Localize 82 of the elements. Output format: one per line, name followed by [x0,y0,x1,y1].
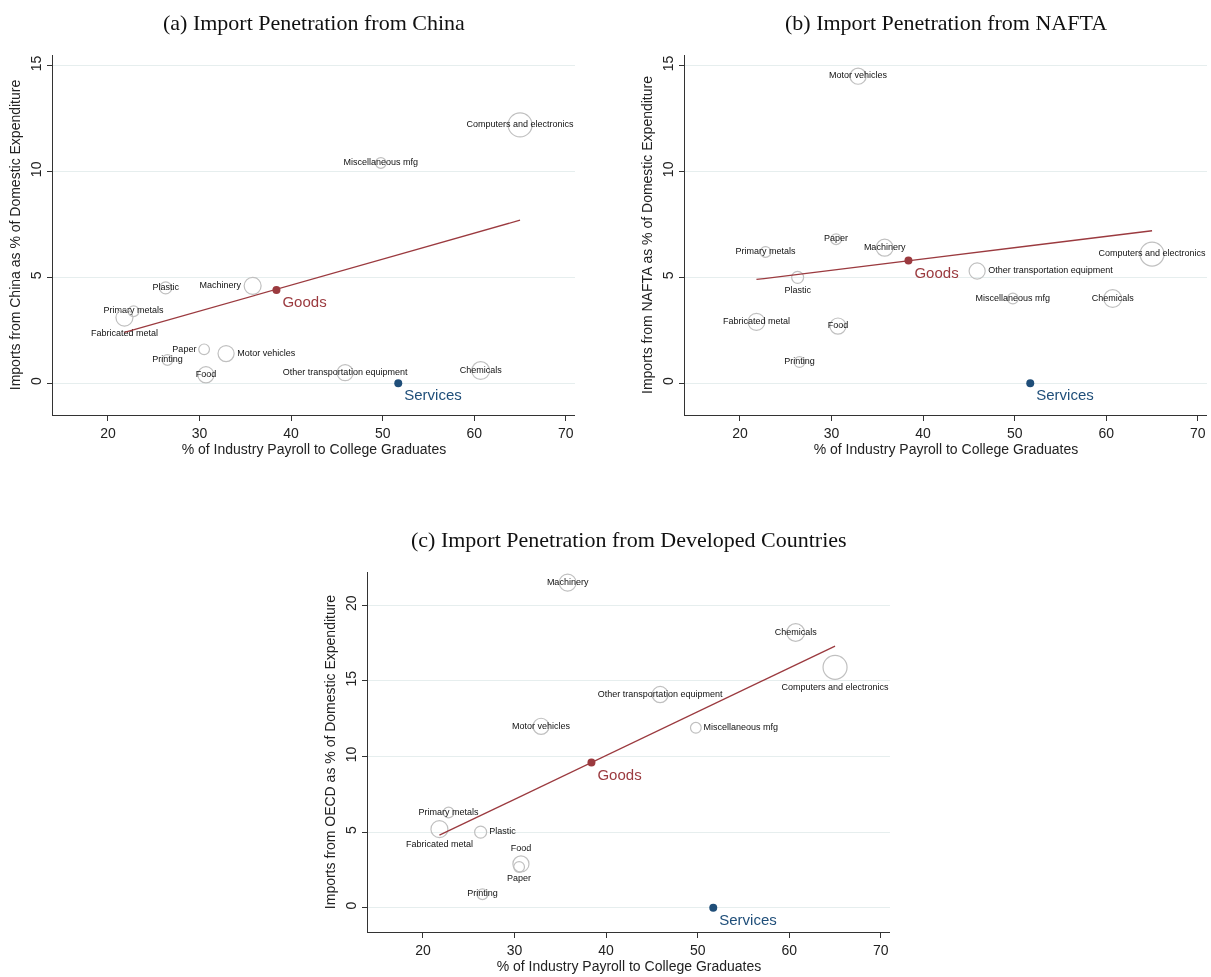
y-tick-label: 20 [343,595,360,611]
y-tick-label: 5 [28,271,45,280]
x-axis-title: % of Industry Payroll to College Graduates [813,440,1079,457]
x-tick-label: 20 [415,941,431,958]
series-label: Services [719,911,777,929]
series-label: Machinery [546,576,589,587]
y-tick-label: 10 [28,161,45,178]
series-label: Printing [152,354,183,365]
series-label: Services [1036,386,1094,404]
x-tick-label: 20 [732,424,748,441]
x-tick-label: 50 [689,941,706,958]
series-label: Plastic [784,284,812,295]
series-label: Food [195,369,217,380]
series-label: Other transportation equipment [282,366,408,377]
y-tick-label: 15 [660,55,677,72]
series-label: Printing [467,888,498,899]
x-tick-label: 70 [1190,424,1206,441]
y-tick-label: 15 [28,55,45,72]
x-axis-title: % of Industry Payroll to College Graduates [181,440,447,457]
series-label: Other transportation equipment [597,688,723,699]
series-label: Services [404,386,462,404]
series-label: Miscellaneous mfg [975,292,1051,303]
chart-title: (c) Import Penetration from Developed Countries [411,527,847,552]
series-label: Fabricated metal [405,839,473,850]
series-label: Miscellaneous mfg [703,722,779,733]
series-label: Motor vehicles [829,70,888,81]
x-tick-label: 40 [283,424,300,441]
chart-title: (a) Import Penetration from China [163,10,466,35]
series-label: Computers and electronics [1098,248,1207,259]
chart-title: (b) Import Penetration from NAFTA [785,10,1108,35]
y-axis-title: Imports from NAFTA as % of Domestic Expenditure [639,75,655,394]
series-label: Paper [172,343,197,354]
y-tick-label: 0 [28,377,45,386]
y-axis-title: Imports from OECD as % of Domestic Expenditure [322,594,338,910]
series-label: Plastic [152,282,180,293]
x-tick-label: 40 [915,424,932,441]
series-label: Printing [784,356,815,367]
y-tick-label: 0 [343,901,360,910]
series-label: Goods [597,765,642,783]
series-label: Machinery [199,280,242,291]
x-tick-label: 50 [374,424,391,441]
series-label: Goods [282,293,327,311]
series-label: Chemicals [1091,292,1135,303]
y-tick-label: 5 [343,825,360,834]
series-label: Plastic [489,826,517,837]
series-label: Computers and electronics [466,119,575,130]
y-tick-label: 0 [660,377,677,386]
series-label: Computers and electronics [781,682,890,693]
x-tick-label: 40 [598,941,615,958]
series-label: Primary metals [103,305,165,316]
series-label: Paper [824,233,849,244]
x-tick-label: 30 [823,424,840,441]
x-axis-title: % of Industry Payroll to College Graduates [496,957,762,974]
x-tick-label: 60 [466,424,483,441]
x-tick-label: 20 [100,424,116,441]
series-label: Fabricated metal [90,327,158,338]
series-label: Fabricated metal [722,316,790,327]
y-axis-title: Imports from China as % of Domestic Expenditure [7,79,23,391]
y-tick-label: 10 [343,746,360,763]
x-tick-label: 30 [506,941,523,958]
x-tick-label: 60 [781,941,798,958]
series-label: Other transportation equipment [988,265,1114,276]
series-label: Food [510,842,532,853]
series-label: Food [827,320,849,331]
series-label: Chemicals [774,626,818,637]
series-label: Motor vehicles [512,720,571,731]
series-label: Chemicals [459,364,503,375]
x-tick-label: 30 [191,424,208,441]
series-label: Motor vehicles [237,347,296,358]
x-tick-label: 50 [1006,424,1023,441]
x-tick-label: 70 [558,424,574,441]
series-label: Primary metals [735,246,797,257]
series-label: Goods [914,263,959,281]
y-tick-label: 10 [660,161,677,178]
series-label: Primary metals [418,806,480,817]
y-tick-label: 5 [660,271,677,280]
y-tick-label: 15 [343,670,360,687]
x-tick-label: 70 [873,941,889,958]
series-label: Machinery [863,241,906,252]
series-label: Paper [507,873,532,884]
series-label: Miscellaneous mfg [343,157,419,168]
x-tick-label: 60 [1098,424,1115,441]
